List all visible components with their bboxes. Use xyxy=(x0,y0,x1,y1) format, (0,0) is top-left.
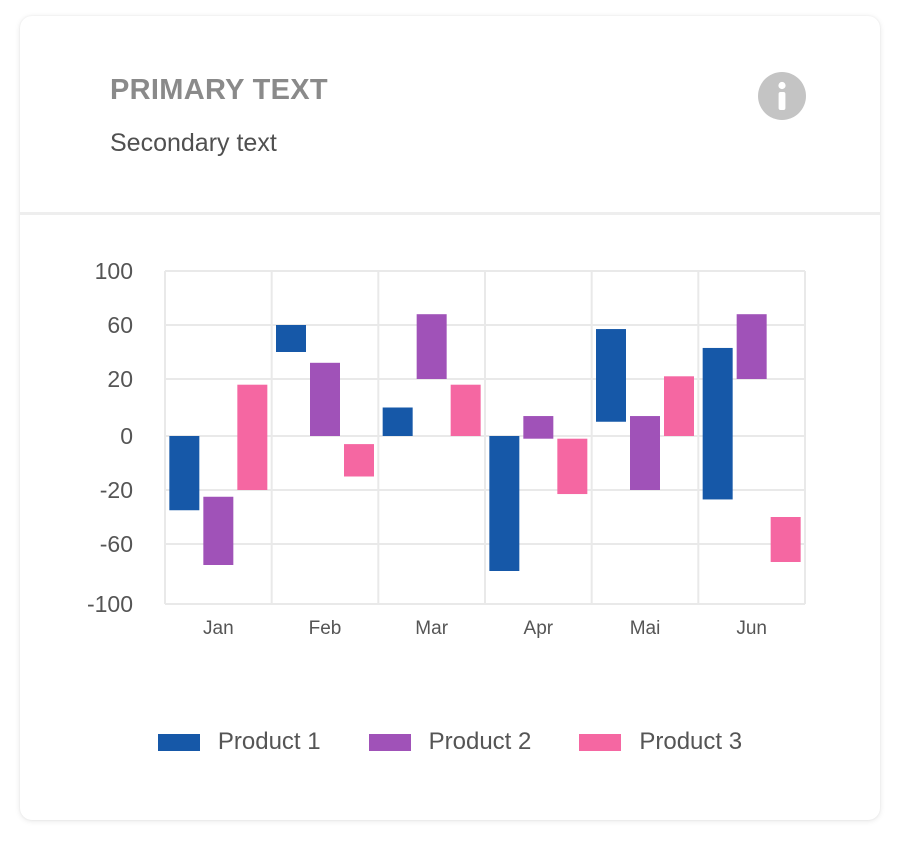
card-header: PRIMARY TEXT Secondary text xyxy=(20,16,880,215)
x-tick-label: Apr xyxy=(524,618,554,639)
bar-product-2-feb xyxy=(310,362,340,436)
legend-item-product-1[interactable]: Product 1 xyxy=(157,728,321,756)
bar-product-1-feb xyxy=(276,325,306,352)
chart-legend: Product 1 Product 2 Product 3 xyxy=(20,722,880,762)
bar-chart: 100 60 20 0 -20 -60 -100 Jan Feb Mar Apr Mai Jun xyxy=(87,258,806,639)
legend-label: Product 1 xyxy=(217,728,321,755)
y-axis-ticks: 100 60 20 0 -20 -60 -100 xyxy=(87,258,133,617)
bar-product-2-apr xyxy=(523,416,554,439)
chart-grid xyxy=(164,270,806,605)
y-tick-label: -60 xyxy=(100,531,133,557)
card-title: PRIMARY TEXT xyxy=(110,74,328,106)
x-tick-label: Jan xyxy=(203,618,234,639)
y-tick-label: -20 xyxy=(100,477,133,503)
legend-item-product-3[interactable]: Product 3 xyxy=(579,728,742,756)
bar-product-1-jun xyxy=(702,347,733,500)
legend-swatch xyxy=(157,733,200,751)
chart-card: PRIMARY TEXT Secondary text 100 60 20 0 -20 -… xyxy=(20,16,880,820)
x-tick-label: Mai xyxy=(630,618,661,639)
x-axis-ticks: Jan Feb Mar Apr Mai Jun xyxy=(203,618,767,639)
bar-product-2-mar xyxy=(416,314,447,379)
x-tick-label: Mar xyxy=(415,618,448,639)
bar-product-2-jan xyxy=(203,496,234,565)
y-tick-label: 100 xyxy=(95,258,133,284)
info-icon xyxy=(778,81,786,110)
bar-product-1-apr xyxy=(489,436,520,571)
x-tick-label: Feb xyxy=(309,618,342,639)
bar-product-3-apr xyxy=(557,438,588,495)
y-tick-label: 0 xyxy=(120,423,133,449)
bar-product-3-jun xyxy=(770,517,801,562)
info-button[interactable] xyxy=(758,72,806,120)
legend-swatch xyxy=(368,733,411,751)
bar-product-1-jan xyxy=(169,436,200,511)
bar-product-2-jun xyxy=(736,314,767,379)
x-tick-label: Jun xyxy=(736,618,767,639)
bar-product-3-mar xyxy=(450,384,481,436)
bar-product-1-mar xyxy=(382,407,413,436)
legend-swatch xyxy=(579,733,622,751)
legend-label: Product 2 xyxy=(428,728,532,755)
legend-item-product-2[interactable]: Product 2 xyxy=(368,728,532,756)
bar-product-3-feb xyxy=(344,444,374,477)
y-tick-label: 60 xyxy=(107,312,133,338)
chart-bars xyxy=(169,314,801,571)
bar-product-1-mai xyxy=(596,329,626,422)
chart-area: 100 60 20 0 -20 -60 -100 Jan Feb Mar Apr Mai Jun xyxy=(20,215,880,680)
legend-label: Product 3 xyxy=(639,728,743,755)
y-tick-label: 20 xyxy=(107,366,133,392)
bar-product-3-mai xyxy=(664,376,694,436)
card-subtitle: Secondary text xyxy=(110,129,277,157)
y-tick-label: -100 xyxy=(87,591,133,617)
bar-product-2-mai xyxy=(630,416,660,490)
bar-product-3-jan xyxy=(237,384,268,490)
